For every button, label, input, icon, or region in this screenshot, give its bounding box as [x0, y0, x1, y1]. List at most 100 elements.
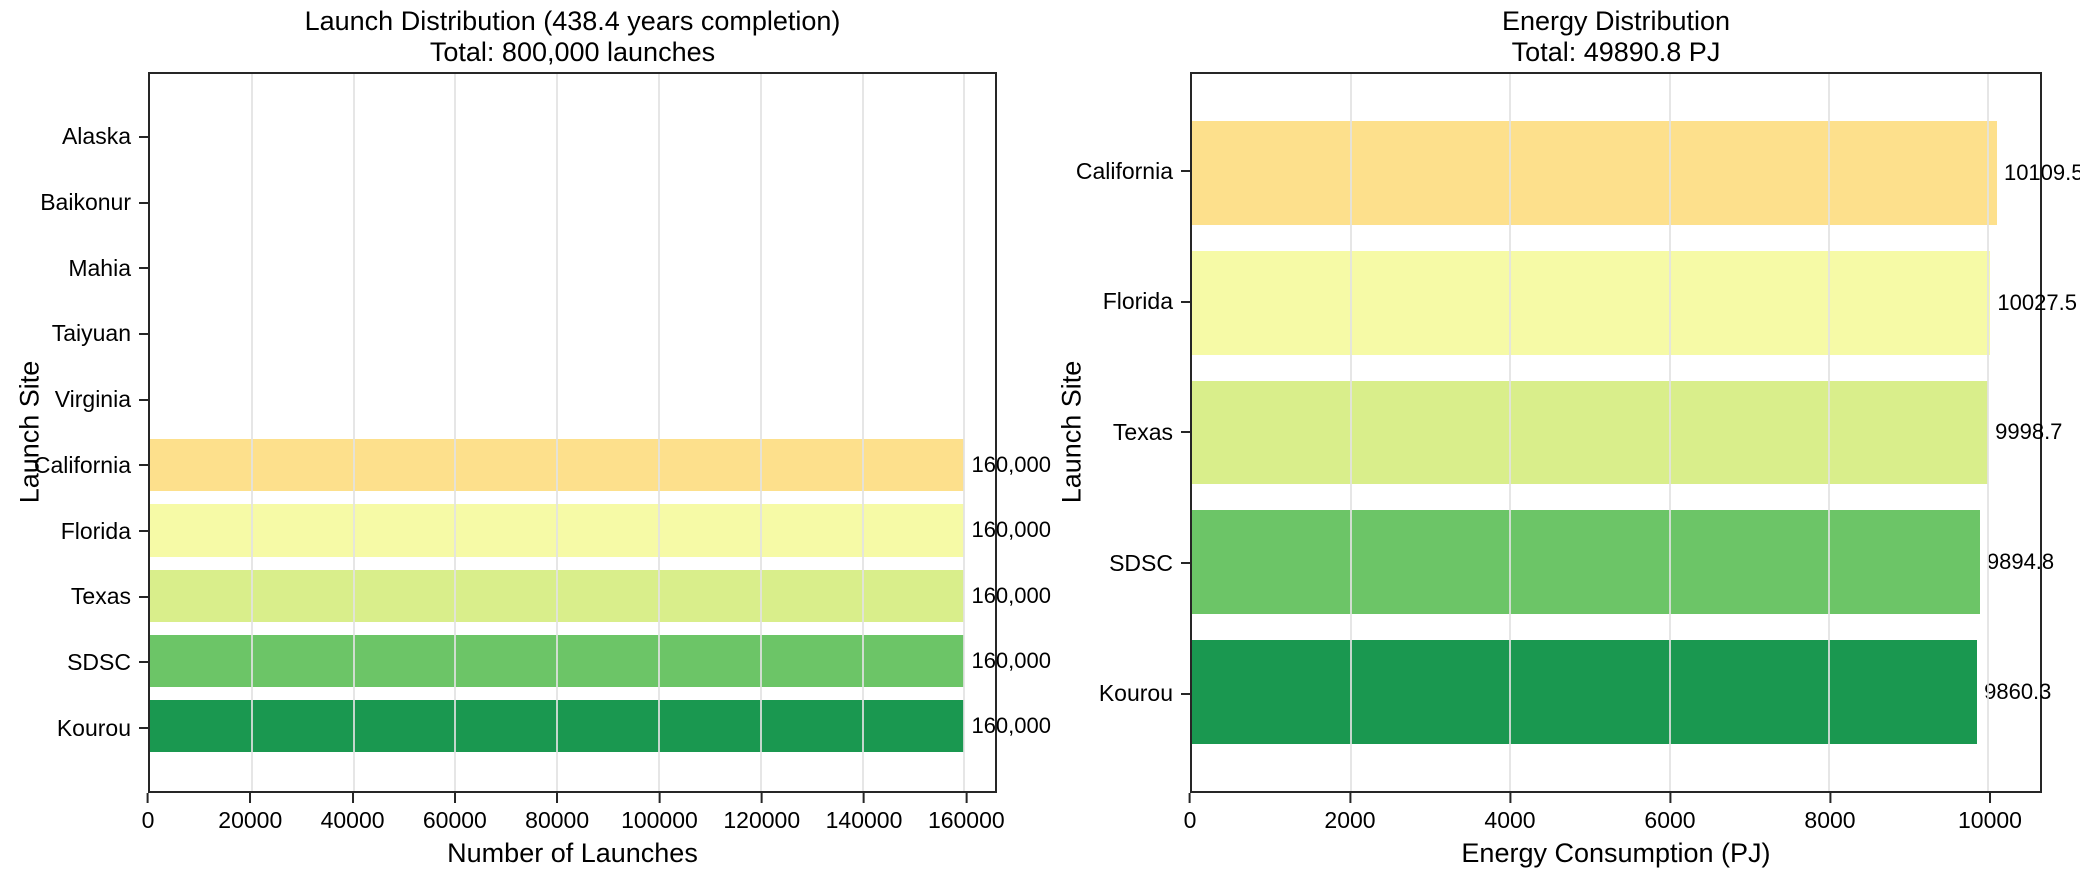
y-tick-mark [139, 201, 148, 204]
y-tick-mark [139, 398, 148, 401]
y-tick: Virginia [0, 367, 148, 433]
bar-row [150, 106, 995, 171]
y-tick-label: Kourou [1098, 680, 1173, 707]
y-tick: California [1042, 106, 1190, 237]
y-tick: SDSC [1042, 498, 1190, 629]
y-tick: Alaska [0, 104, 148, 170]
bar-kourou [1192, 640, 1978, 744]
x-tick-mark [863, 793, 866, 803]
bar-florida [150, 504, 965, 557]
x-tick-label: 0 [1183, 807, 1197, 833]
bar-row [150, 302, 995, 367]
y-tick-mark [139, 530, 148, 533]
y-tick-mark [1181, 300, 1190, 303]
x-tick-label: 6000 [1644, 807, 1696, 833]
x-tick-mark [351, 793, 354, 803]
bar-sdsc [150, 634, 965, 688]
y-tick-mark [139, 595, 148, 598]
bar-california [1192, 120, 1997, 225]
y-tick-label: Florida [1102, 288, 1173, 315]
energy-chart-title-line1: Energy Distribution [1501, 6, 1731, 36]
x-tick-mark [1508, 793, 1511, 803]
launch-x-axis-label: Number of Launches [447, 838, 698, 868]
y-tick-mark [139, 727, 148, 730]
x-tick: 60000 [423, 793, 487, 834]
bar-value-label: 160,000 [971, 452, 1051, 478]
y-tick-label: Texas [70, 583, 131, 610]
x-tick-mark [453, 793, 456, 803]
y-tick: California [0, 433, 148, 499]
energy-x-tick-labels: 0 2000 4000 6000 8000 10000 [1184, 793, 2042, 841]
x-tick-label: 4000 [1484, 807, 1536, 833]
launch-chart-title-line1: Launch Distribution (438.4 years complet… [304, 6, 841, 36]
y-tick: SDSC [0, 630, 148, 696]
y-tick: Florida [1042, 237, 1190, 368]
bar-value-label: 9860.3 [1984, 679, 2052, 705]
bar-row: 160,000 [150, 432, 1051, 497]
energy-bars-layer: 10109.5 10027.5 9998.7 9894.8 9860.3 [1192, 74, 2080, 791]
x-tick-label: 160000 [927, 807, 1005, 833]
y-tick-label: Baikonur [40, 189, 131, 216]
bar-row: 160,000 [150, 563, 1051, 628]
energy-x-axis-label: Energy Consumption (PJ) [1461, 838, 1771, 868]
bar-value-label: 9998.7 [1995, 419, 2063, 445]
bar-value-label: 10027.5 [1997, 289, 2077, 315]
energy-chart-title: Energy Distribution Total: 49890.8 PJ [1190, 6, 2042, 68]
bar-row: 160,000 [150, 628, 1051, 693]
x-tick-mark [658, 793, 661, 803]
x-tick: 100000 [621, 793, 698, 834]
x-tick-label: 0 [141, 807, 155, 833]
y-tick-mark [139, 661, 148, 664]
y-tick-label: California [33, 451, 131, 478]
y-tick: Texas [1042, 367, 1190, 498]
launch-plot-area: 160,000 160,000 160,000 160,000 160,000 [148, 72, 1051, 793]
x-tick-label: 100000 [621, 807, 698, 833]
bar-row: 10109.5 [1192, 108, 2080, 238]
x-tick: 10000 [1958, 793, 2022, 834]
x-tick-mark [1828, 793, 1831, 803]
y-tick: Baikonur [0, 170, 148, 236]
y-tick-label: Taiyuan [51, 320, 131, 347]
y-tick: Kourou [0, 695, 148, 761]
x-tick-label: 8000 [1804, 807, 1856, 833]
energy-chart-title-line2: Total: 49890.8 PJ [1511, 37, 1721, 67]
launch-chart-title: Launch Distribution (438.4 years complet… [148, 6, 997, 68]
x-tick-mark [760, 793, 763, 803]
bar-row: 9894.8 [1192, 497, 2054, 627]
bar-value-label: 160,000 [971, 582, 1051, 608]
bar-value-label: 160,000 [971, 713, 1051, 739]
y-tick-mark [139, 135, 148, 138]
energy-y-tick-labels: California Florida Texas SDSC Kourou [1042, 72, 1190, 793]
x-tick: 6000 [1644, 793, 1696, 834]
x-tick: 8000 [1804, 793, 1856, 834]
y-tick-mark [139, 464, 148, 467]
y-tick-label: Mahia [68, 254, 131, 281]
y-tick-label: Kourou [56, 714, 131, 741]
bar-row [150, 367, 995, 432]
bar-value-label: 9894.8 [1986, 549, 2055, 575]
y-tick-mark [1181, 562, 1190, 565]
y-tick: Taiyuan [0, 301, 148, 367]
x-tick-label: 120000 [723, 807, 801, 833]
y-tick-mark [1181, 692, 1190, 695]
x-tick-mark [965, 793, 968, 803]
launch-chart-title-line2: Total: 800,000 launches [429, 37, 716, 67]
y-tick-mark [1181, 170, 1190, 173]
y-tick: Kourou [1042, 628, 1190, 759]
y-tick-label: Virginia [54, 386, 131, 413]
y-tick-label: Texas [1112, 418, 1173, 445]
x-tick: 140000 [826, 793, 902, 834]
x-tick: 0 [141, 793, 155, 834]
y-tick: Texas [0, 564, 148, 630]
x-tick-label: 2000 [1324, 807, 1376, 833]
bar-row [150, 171, 995, 236]
bar-value-label: 10109.5 [2003, 159, 2080, 185]
x-tick-label: 20000 [218, 807, 283, 833]
x-tick-mark [1989, 793, 1991, 803]
bar-california [150, 439, 965, 492]
x-tick-mark [1188, 793, 1191, 803]
y-tick: Florida [0, 498, 148, 564]
x-tick-mark [1668, 793, 1671, 803]
bar-sdsc [1192, 510, 1980, 615]
